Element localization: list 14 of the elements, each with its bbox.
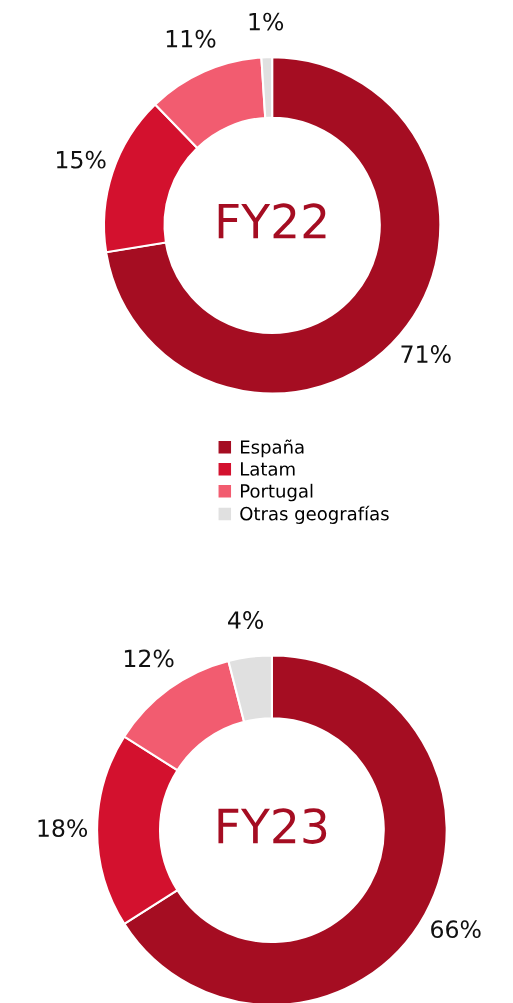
text: FY22 [218,203,326,239]
data-label: 12% [124,649,174,668]
data-label: 18% [38,819,88,838]
legend-label: Latam [241,462,295,476]
legend-label: Otras geografías [240,505,389,524]
data-label: 66% [431,920,481,939]
legend-label: España [241,439,304,458]
legend-label: Portugal [241,483,313,502]
data-label: 4% [228,611,264,629]
text: FY23 [218,808,327,844]
data-label: 71% [401,345,451,363]
data-label: 11% [166,29,216,48]
data-label: 15% [57,150,106,169]
data-label: 1% [249,12,284,31]
